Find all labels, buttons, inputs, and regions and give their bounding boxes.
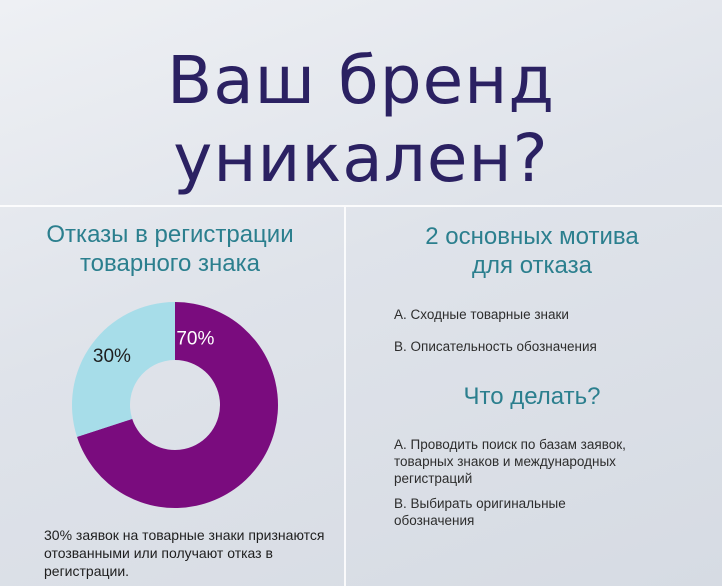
donut-label-30pct: 30% [93, 346, 131, 367]
donut-chart: 70% 30% [70, 300, 280, 510]
reasons-heading-line1: 2 основных мотива [425, 223, 639, 250]
donut-slice-70pct [77, 302, 279, 508]
horizontal-divider [0, 205, 722, 207]
donut-label-70pct: 70% [176, 329, 214, 350]
donut-slice-30pct [71, 302, 175, 437]
page-title: Ваш бренд уникален? [0, 42, 722, 198]
rejections-heading-line2: товарного знака [79, 250, 261, 277]
todo-item-a: A. Проводить поиск по базам заявок, това… [394, 437, 626, 486]
donut-chart-svg: 70% 30% [71, 302, 279, 508]
page-title-line1: Ваш бренд [166, 42, 556, 119]
reasons-heading-line2: для отказа [472, 252, 592, 279]
rejections-heading: Отказы в регистрации товарного знака [20, 220, 320, 278]
reasons-heading: 2 основных мотива для отказа [372, 222, 692, 280]
what-to-do-heading: Что делать? [463, 383, 601, 410]
todo-item-b: B. Выбирать оригинальные обозначения [394, 496, 566, 528]
page-title-line2: уникален? [173, 120, 549, 197]
rejections-footnote: 30% заявок на товарные знаки признаются … [44, 527, 325, 579]
vertical-divider [344, 207, 346, 586]
rejections-heading-line1: Отказы в регистрации [46, 221, 294, 248]
reason-item-a: A. Сходные товарные знаки [394, 307, 569, 322]
reason-item-b: B. Описательность обозначения [394, 339, 597, 354]
